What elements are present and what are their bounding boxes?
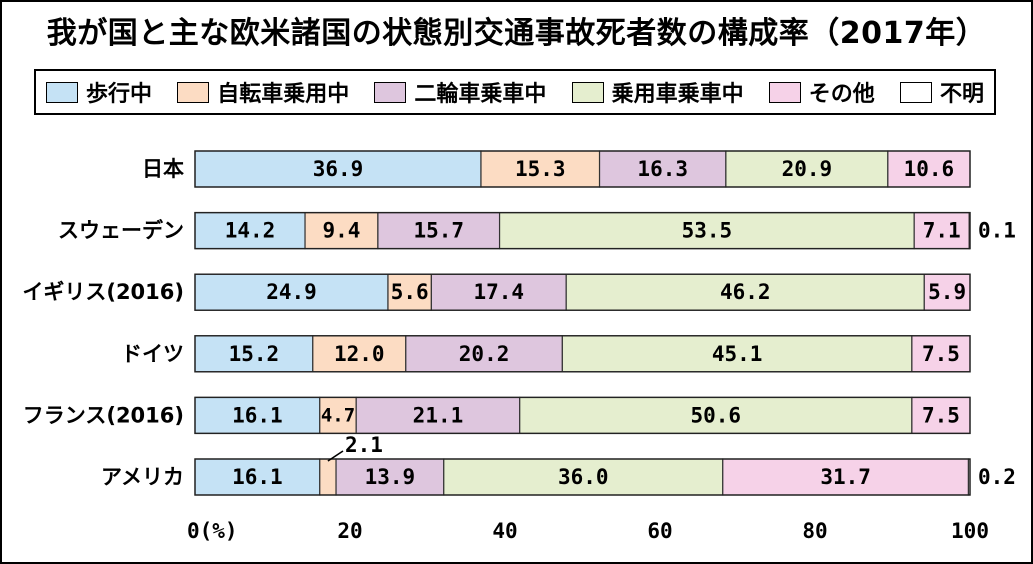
- legend-swatch: [374, 81, 407, 103]
- legend-item: その他: [768, 76, 875, 108]
- bar-segment: [725, 150, 889, 188]
- bar-segment: [319, 458, 337, 496]
- data-label: 16.3: [637, 157, 688, 181]
- data-label: 4.7: [321, 404, 355, 426]
- data-label: 36.0: [558, 465, 609, 489]
- legend-item: 不明: [899, 76, 984, 108]
- category-label: ドイツ: [121, 342, 184, 366]
- bar-outline: [194, 211, 971, 250]
- legend-label: 二輪車乗車中: [414, 82, 547, 107]
- x-tick-label: 40: [492, 519, 517, 543]
- legend-swatch: [46, 81, 78, 103]
- data-label: 7.1: [923, 219, 961, 243]
- data-label: 21.1: [413, 403, 464, 427]
- data-label: 5.9: [928, 280, 966, 304]
- data-label: 7.5: [922, 342, 960, 366]
- data-label: 15.3: [515, 157, 566, 181]
- legend-label: 自転車乗用中: [217, 82, 350, 107]
- bar-segment: [887, 150, 971, 188]
- x-tick-label: 80: [802, 519, 827, 543]
- data-label: 14.2: [225, 219, 276, 243]
- x-tick-label: 60: [647, 519, 672, 543]
- bar-outline: [194, 150, 971, 188]
- x-tick-label: 100: [951, 519, 989, 543]
- legend-label: その他: [808, 82, 875, 107]
- data-label: 45.1: [712, 342, 763, 366]
- legend-item: 自転車乗用中: [177, 76, 349, 108]
- data-label: 15.7: [413, 219, 464, 243]
- category-label: スウェーデン: [58, 219, 184, 243]
- category-label: アメリカ: [101, 465, 184, 489]
- category-label: フランス(2016): [23, 403, 184, 427]
- data-label: 53.5: [682, 219, 733, 243]
- data-label: 46.2: [720, 280, 771, 304]
- data-label: 10.6: [904, 157, 955, 181]
- category-label: イギリス(2016): [22, 280, 184, 304]
- leader-line: [327, 450, 344, 462]
- bar-outline: [194, 396, 971, 435]
- legend-swatch: [768, 81, 801, 103]
- legend-item: 歩行中: [46, 76, 152, 108]
- category-label: 日本: [142, 157, 184, 181]
- data-label: 20.2: [459, 342, 510, 366]
- data-label: 7.5: [922, 403, 960, 427]
- data-label: 15.2: [229, 342, 280, 366]
- bar-segment: [355, 396, 521, 434]
- x-tick-label: 20: [337, 519, 362, 543]
- data-label: 17.4: [474, 280, 525, 304]
- bar-segment: [480, 150, 601, 188]
- data-label: 2.1: [345, 433, 383, 457]
- data-label: 13.9: [365, 465, 416, 489]
- data-label: 31.7: [820, 465, 871, 489]
- data-label: 36.9: [313, 157, 364, 181]
- data-label: 0.1: [978, 219, 1016, 243]
- chart-legend: 歩行中 自転車乗用中 二輪車乗車中 乗用車乗車中 その他 不明: [34, 69, 996, 115]
- data-label: 50.6: [691, 403, 742, 427]
- data-label: 16.1: [232, 403, 283, 427]
- x-tick-label: 0(%): [187, 519, 238, 543]
- data-label: 16.1: [232, 465, 283, 489]
- legend-swatch: [571, 81, 604, 103]
- data-label: 20.9: [782, 157, 833, 181]
- legend-swatch: [899, 81, 932, 103]
- bar-segment: [194, 150, 482, 188]
- data-label: 24.9: [266, 280, 317, 304]
- bar-segment: [519, 396, 913, 434]
- data-label: 9.4: [323, 219, 361, 243]
- bar-outline: [194, 335, 971, 373]
- bar-segment: [911, 335, 971, 373]
- bar-segment: [405, 335, 563, 373]
- data-label: 0.2: [978, 465, 1016, 489]
- bar-segment: [304, 212, 379, 250]
- chart-title: 我が国と主な欧米諸国の状態別交通事故死者数の構成率（2017年）: [46, 16, 987, 51]
- legend-label: 不明: [939, 82, 984, 107]
- legend-item: 二輪車乗車中: [374, 76, 546, 108]
- legend-label: 歩行中: [86, 82, 153, 107]
- bar-outline: [194, 458, 971, 496]
- data-label: 12.0: [334, 342, 385, 366]
- legend-label: 乗用車乗車中: [611, 82, 744, 107]
- legend-swatch: [177, 81, 210, 103]
- data-label: 5.6: [391, 280, 429, 304]
- bar-segment: [377, 212, 501, 250]
- legend-item: 乗用車乗車中: [571, 76, 744, 108]
- bar-outline: [194, 273, 971, 311]
